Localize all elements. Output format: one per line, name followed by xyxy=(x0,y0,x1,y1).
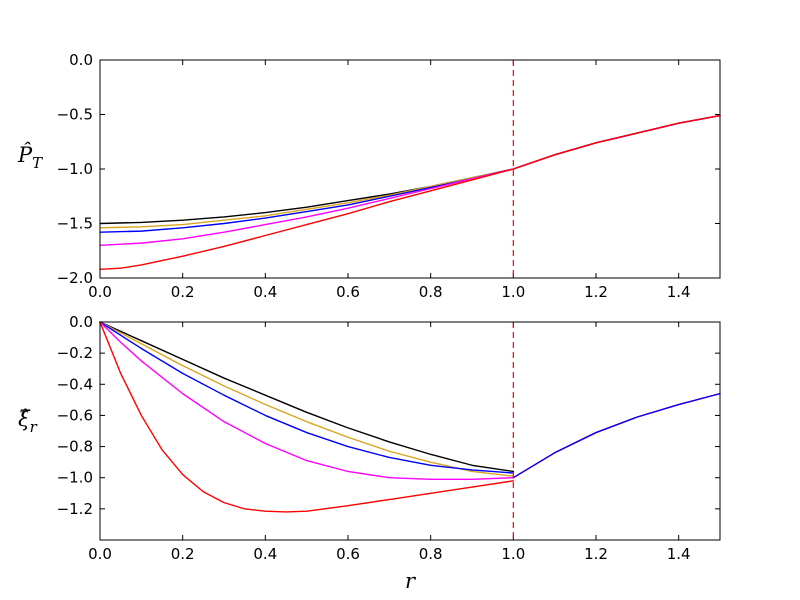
bottom-panel: 0.0 0.2 0.4 0.6 0.8 1.0 1.2 1.4 0.0 −0.2 −0.4 −0.6 −… xyxy=(18,313,721,593)
top-xtick-label-6: 1.2 xyxy=(584,283,608,301)
bot-xtick-label-6: 1.2 xyxy=(584,545,608,563)
top-ytick-label-2: −1.0 xyxy=(57,160,93,178)
bot-ytick-label-4: −0.8 xyxy=(57,438,93,456)
bot-ytick-label-6: −1.2 xyxy=(57,500,93,518)
top-ytick-label-4: −2.0 xyxy=(57,269,93,287)
top-ytick-label-0: 0.0 xyxy=(69,51,93,69)
top-xtick-label-5: 1.0 xyxy=(501,283,525,301)
bot-xtick-label-7: 1.4 xyxy=(667,545,691,563)
top-xtick-label-4: 0.8 xyxy=(419,283,443,301)
top-ytick-label-3: −1.5 xyxy=(57,215,93,233)
bottom-series-group xyxy=(99,321,721,513)
top-xtick-label-7: 1.4 xyxy=(667,283,691,301)
bot-series-line-0 xyxy=(99,321,515,473)
top-series-group xyxy=(99,114,721,270)
top-y-axis-label: P̂T xyxy=(17,143,43,172)
bottom-plot-frame xyxy=(99,321,721,541)
bot-xtick-label-5: 1.0 xyxy=(501,545,525,563)
bot-xtick-label-3: 0.6 xyxy=(336,545,360,563)
top-tick-labels: 0.0 0.2 0.4 0.6 0.8 1.0 1.2 1.4 0.0 −0.5 −1.0 −1.5 −… xyxy=(57,51,691,301)
top-xtick-label-0: 0.0 xyxy=(88,283,112,301)
top-xtick-label-3: 0.6 xyxy=(336,283,360,301)
bot-xtick-label-0: 0.0 xyxy=(88,545,112,563)
top-xtick-label-1: 0.2 xyxy=(171,283,195,301)
top-plot-frame xyxy=(99,59,721,279)
top-xtick-label-2: 0.4 xyxy=(253,283,277,301)
bottom-y-axis-label: ξ̂r xyxy=(18,407,38,436)
bot-ytick-label-3: −0.6 xyxy=(57,406,93,424)
top-ytick-label-1: −0.5 xyxy=(57,106,93,124)
bot-ytick-label-5: −1.0 xyxy=(57,469,93,487)
bot-xtick-label-1: 0.2 xyxy=(171,545,195,563)
bot-ytick-label-1: −0.2 xyxy=(57,344,93,362)
top-series-line-4 xyxy=(99,114,721,270)
bot-series-line-1 xyxy=(99,321,515,477)
bot-series-line-4 xyxy=(99,321,515,513)
bot-ytick-label-2: −0.4 xyxy=(57,375,93,393)
bot-series-line-2 xyxy=(99,321,515,474)
bot-xtick-label-2: 0.4 xyxy=(253,545,277,563)
bot-ytick-label-0: 0.0 xyxy=(69,313,93,331)
x-axis-label: r xyxy=(405,569,417,593)
top-panel: 0.0 0.2 0.4 0.6 0.8 1.0 1.2 1.4 0.0 −0.5 −1.0 −1.5 −… xyxy=(17,51,721,301)
bot-xtick-label-4: 0.8 xyxy=(419,545,443,563)
bot-series-line-6 xyxy=(512,392,721,479)
bottom-tick-labels: 0.0 0.2 0.4 0.6 0.8 1.0 1.2 1.4 0.0 −0.2 −0.4 −0.6 −… xyxy=(57,313,691,563)
bot-series-line-3 xyxy=(99,321,515,480)
